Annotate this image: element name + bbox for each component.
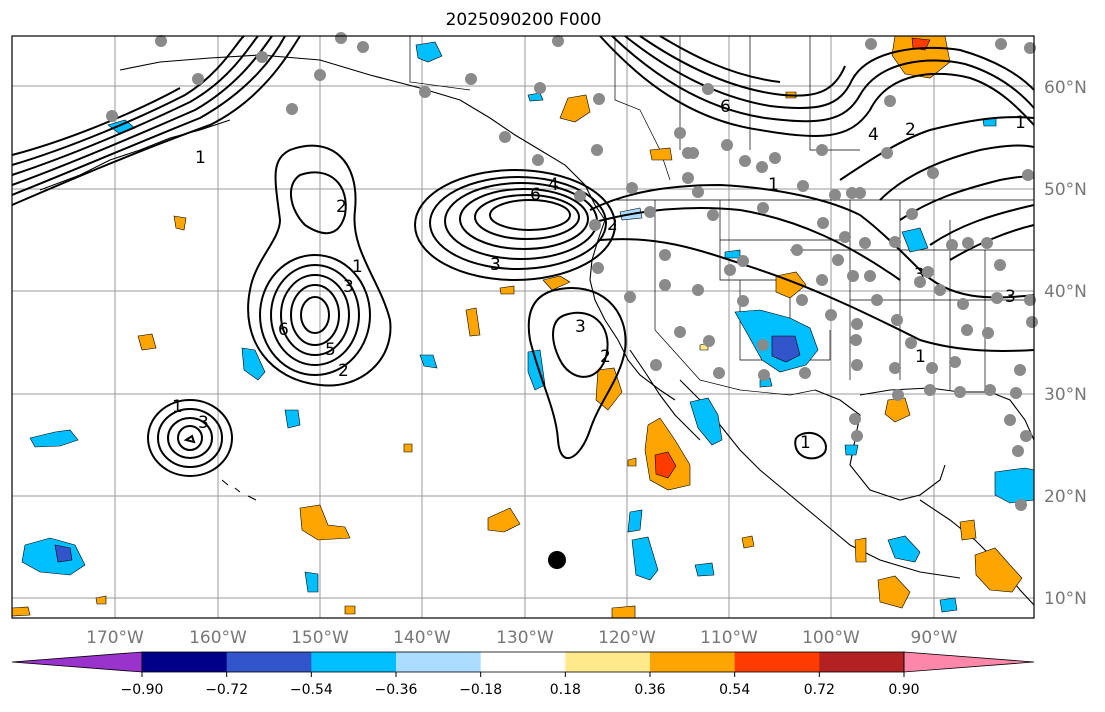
colorbar-tick-label: −0.18 <box>459 682 502 698</box>
map-border <box>11 35 1035 619</box>
contour-labels: 1 2 1 3 6 5 2 1 3 3 6 4 2 3 2 6 1 4 2 1 … <box>172 97 1026 453</box>
colorbar-tick-label: 0.72 <box>804 682 835 698</box>
colorbar-bin <box>819 652 905 672</box>
contour-label-3: 3 <box>343 277 354 297</box>
lon-label: 120°W <box>598 628 656 648</box>
lat-label: 50°N <box>1044 180 1087 200</box>
colorbar-bin <box>565 652 651 672</box>
contour-label-6: 6 <box>720 97 731 117</box>
colorbar-bin <box>650 652 736 672</box>
map-title: 2025090200 F000 <box>445 10 602 30</box>
lon-label: 150°W <box>291 628 349 648</box>
lon-label: 90°W <box>911 628 958 648</box>
contour-label-1: 1 <box>172 397 183 417</box>
colorbar-tick-label: 0.18 <box>550 682 581 698</box>
colorbar-tick-label: 0.90 <box>888 682 919 698</box>
lat-label: 20°N <box>1044 487 1087 507</box>
station-markers <box>106 32 1038 511</box>
colorbar-bin <box>396 652 482 672</box>
colorbar-tick-label: 0.36 <box>634 682 665 698</box>
lon-label: 100°W <box>802 628 860 648</box>
colorbar-tick-label: −0.54 <box>290 682 333 698</box>
contour-label-1: 1 <box>195 148 206 168</box>
contour-label-1: 1 <box>800 433 811 453</box>
longitude-labels: 170°W 160°W 150°W 140°W 130°W 120°W 110°… <box>86 628 958 648</box>
contour-label-2: 2 <box>338 361 349 381</box>
coastlines <box>39 54 1035 606</box>
colorbar-tick-labels: −0.90 −0.72 −0.54 −0.36 −0.18 0.18 0.36 0.54 0.7… <box>121 672 920 698</box>
lon-label: 160°W <box>189 628 247 648</box>
positive-anomaly-patches <box>11 35 1023 619</box>
colorbar-bin <box>311 652 397 672</box>
latitude-labels: 60°N 50°N 40°N 30°N 20°N 10°N <box>1044 78 1087 609</box>
contour-label-6: 6 <box>530 185 541 205</box>
contour-label-1: 1 <box>915 347 926 367</box>
colorbar-border <box>141 651 905 673</box>
colorbar-extend-low <box>11 651 143 673</box>
lon-label: 130°W <box>496 628 554 648</box>
map-panel: 1 2 1 3 6 5 2 1 3 3 6 4 2 3 2 6 1 4 2 1 … <box>11 32 1038 619</box>
contour-label-1: 1 <box>768 175 779 195</box>
lat-label: 10°N <box>1044 589 1087 609</box>
colorbar-tick-label: 0.54 <box>719 682 750 698</box>
contour-label-3: 3 <box>490 255 501 275</box>
lon-label: 140°W <box>393 628 451 648</box>
colorbar-bin <box>142 652 228 672</box>
lon-label: 110°W <box>700 628 758 648</box>
colorbar-bin <box>480 652 566 672</box>
lat-label: 30°N <box>1044 385 1087 405</box>
contour-label-3: 3 <box>575 317 586 337</box>
colorbar-extend-high <box>903 651 1035 673</box>
black-dot-marker <box>548 551 566 569</box>
contour-label-1: 1 <box>1015 113 1026 133</box>
contour-label-2: 2 <box>600 347 611 367</box>
contour-label-3: 3 <box>914 265 925 285</box>
colorbar-bin <box>226 652 312 672</box>
contour-label-3: 3 <box>198 413 209 433</box>
lat-label: 60°N <box>1044 78 1087 98</box>
colorbar-bin <box>734 652 820 672</box>
contour-label-2: 2 <box>905 120 916 140</box>
negative-anomaly-patches <box>21 41 1035 613</box>
contour-label-5: 5 <box>325 340 336 360</box>
colorbar <box>11 651 1035 673</box>
lat-label: 40°N <box>1044 282 1087 302</box>
colorbar-tick-label: −0.72 <box>205 682 248 698</box>
contour-label-2: 2 <box>607 215 618 235</box>
colorbar-tick-label: −0.90 <box>121 682 164 698</box>
contour-label-3: 3 <box>1005 287 1016 307</box>
contour-label-1: 1 <box>352 257 363 277</box>
contour-label-6: 6 <box>278 320 289 340</box>
contour-label-4: 4 <box>868 125 879 145</box>
lon-label: 170°W <box>86 628 144 648</box>
contour-label-4: 4 <box>548 175 559 195</box>
contour-label-2: 2 <box>336 197 347 217</box>
colorbar-tick-label: −0.36 <box>375 682 418 698</box>
